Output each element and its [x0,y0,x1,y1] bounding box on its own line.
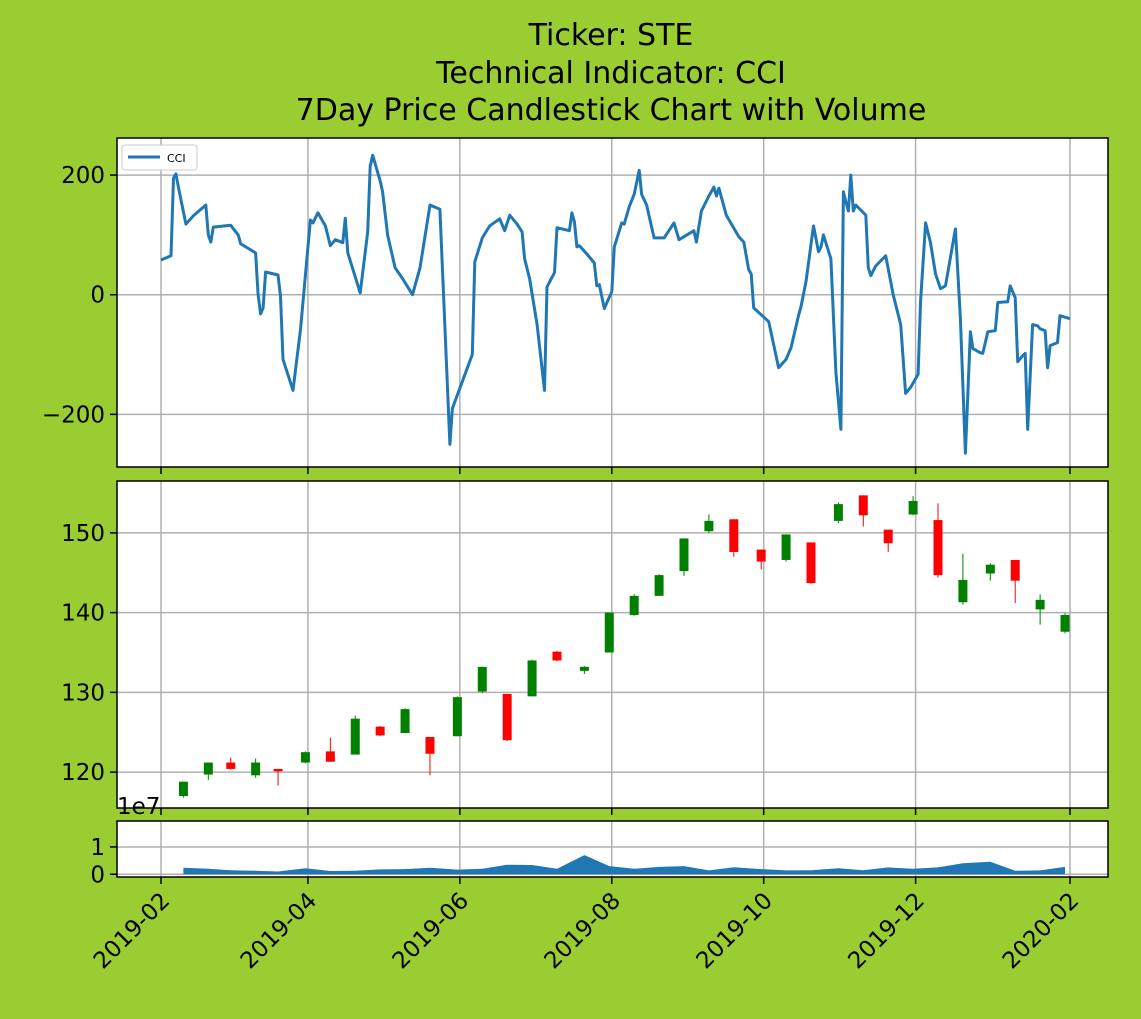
cci-series-line [160,153,1071,455]
candle-body [781,534,791,560]
candle-body [933,520,943,576]
candle-body [350,718,360,755]
candle-body [425,737,435,754]
candle-body [579,666,589,671]
cci-frame [116,137,1109,468]
candle-body [300,752,310,763]
candle-body [833,504,843,521]
candle-body [679,538,689,572]
candle-body [178,781,188,797]
chart-title-line-2: Technical Indicator: CCI [435,56,786,91]
candle-body [756,549,766,562]
candle-body [226,762,236,769]
candle-body [552,651,562,661]
price-panel: 120 130 140 150 [61,480,1109,815]
price-y-tick-label: 130 [61,680,105,706]
candle-body [273,768,283,772]
candle-body [325,751,335,762]
candle-body [629,595,639,615]
chart-title-line-3: 7Day Price Candlestick Chart with Volume [296,93,927,128]
volume-y-tick-label: 0 [90,862,105,888]
price-y-tick-label: 120 [61,760,105,786]
candle-body [806,542,816,584]
volume-frame [116,820,1109,878]
candle-body [858,495,868,516]
candle-body [452,697,462,737]
chart-title-line-1: Ticker: STE [528,18,694,53]
candle-body [958,579,968,603]
candle-body [908,500,918,515]
candle-body [729,519,739,552]
candle-body [527,660,537,697]
cci-panel: −200 0 200 CCI [42,137,1109,474]
candle-body [883,529,893,544]
candle-body [1010,559,1020,581]
volume-area [183,855,1065,875]
candle-body [604,612,614,653]
candle-body [1060,614,1070,632]
cci-y-tick-label: 0 [90,283,105,309]
candle-body [477,666,487,692]
candle-body [400,709,410,734]
candle-body [1035,599,1045,610]
price-y-tick-label: 140 [61,601,105,627]
cci-legend-label: CCI [167,152,186,165]
candle-body [203,762,213,775]
candle-body [502,693,512,741]
candle-body [375,726,385,736]
candle-body [251,762,261,776]
cci-y-tick-label: −200 [42,402,105,428]
price-y-tick-label: 150 [61,521,105,547]
volume-y-tick-label: 1 [90,835,105,861]
price-frame [116,480,1109,809]
candle-body [654,575,664,596]
candle-body [985,564,995,574]
volume-offset-label: 1e7 [117,794,160,820]
cci-y-tick-label: 200 [61,163,105,189]
candle-body [704,520,714,532]
volume-panel: 01 1e7 [90,794,1109,888]
